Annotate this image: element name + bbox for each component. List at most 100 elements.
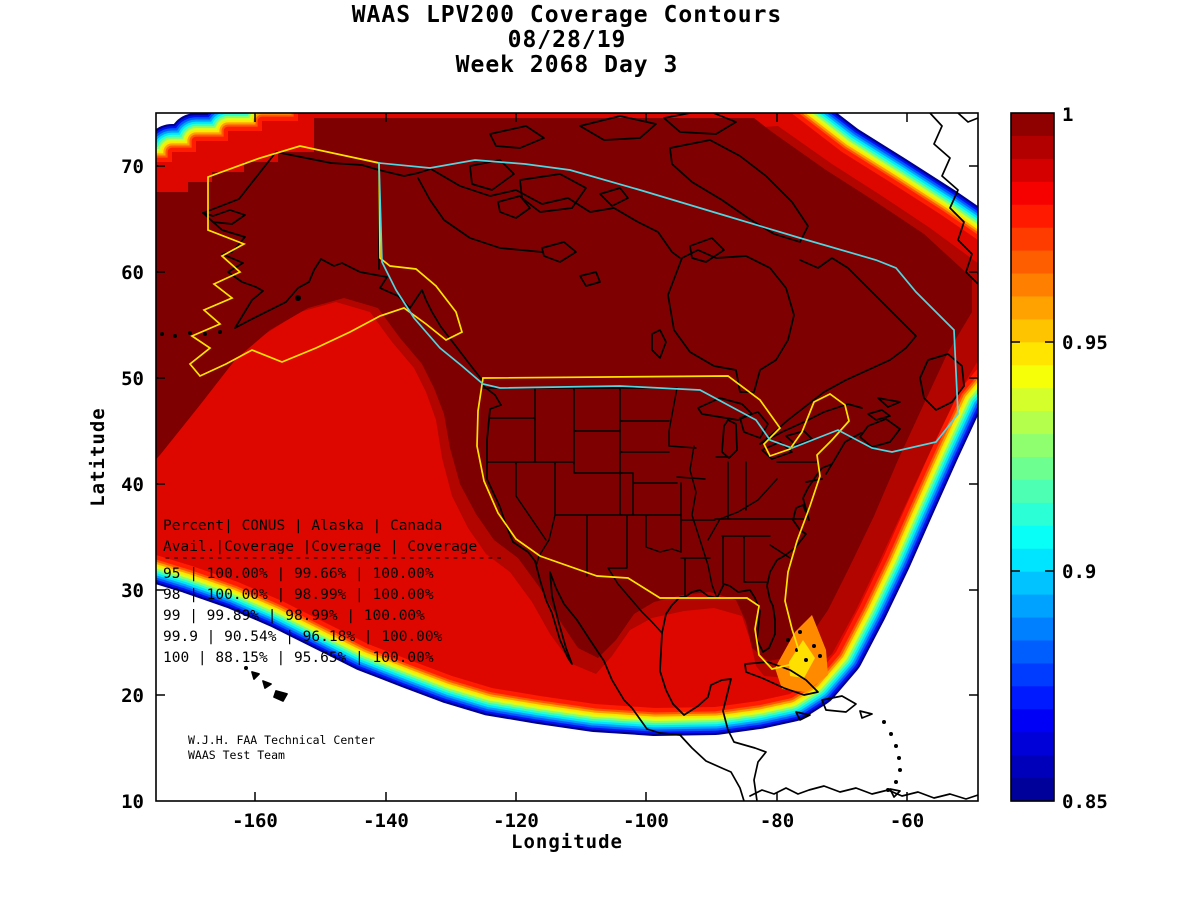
colorbar-step: [1011, 158, 1054, 183]
colorbar-step: [1011, 250, 1054, 275]
island-nova-scotia: [859, 418, 901, 448]
coastline-south-america: [749, 785, 978, 800]
colorbar-step: [1011, 709, 1054, 733]
small-island-dots: [160, 295, 902, 792]
colorbar-tick-label: 0.85: [1062, 791, 1108, 813]
canada-boundary: [378, 159, 959, 453]
island-hispaniola: [821, 695, 857, 713]
xtick-label: -160: [232, 810, 278, 832]
colorbar-frame: [1010, 112, 1055, 802]
credit-line1: W.J.H. FAA Technical Center: [188, 733, 375, 747]
figure-title-line3: Week 2068 Day 3: [456, 52, 679, 78]
island-melville: [489, 125, 545, 149]
xtick-label: -120: [493, 810, 539, 832]
ytick-label: 70: [121, 156, 144, 178]
colorbar-step: [1011, 525, 1054, 550]
lake-great-slave: [541, 241, 577, 263]
colorbar-step: [1011, 296, 1054, 320]
island-cuba: [744, 661, 819, 696]
colorbar-step: [1011, 663, 1054, 687]
coverage-table-line: 95 | 100.00% | 99.66% | 100.00%: [163, 566, 434, 582]
colorbar-step: [1011, 594, 1054, 619]
colorbar-step: [1011, 411, 1054, 435]
coverage-contour-core: [156, 118, 972, 661]
alaska-boundary: [188, 145, 464, 378]
coastline-gulf-east: [661, 432, 862, 653]
ytick-label: 30: [121, 580, 144, 602]
coastline-hudson-bay: [667, 249, 795, 393]
coastline-alaska-arctic: [202, 151, 681, 259]
island-puerto-rico: [859, 710, 873, 719]
axes-frame: [155, 112, 979, 802]
colorbar-step: [1011, 640, 1054, 664]
coverage-table: Percent| CONUS | Alaska | Canada Avail.|…: [163, 518, 503, 666]
coverage-table-line: 98 | 100.00% | 98.99% | 100.00%: [163, 587, 434, 603]
lake-great-bear: [497, 195, 531, 219]
colorbar-step: [1011, 548, 1054, 573]
xtick-label: -140: [363, 810, 409, 832]
coverage-table-line: Percent| CONUS | Alaska | Canada: [163, 518, 442, 534]
islands-hawaii: [251, 671, 288, 702]
coverage-table-line: Avail.|Coverage |Coverage | Coverage: [163, 539, 477, 555]
ytick-label: 50: [121, 368, 144, 390]
colorbar-tick-marks: [1011, 341, 1054, 572]
colorbar-tick-label: 0.95: [1062, 332, 1108, 354]
colorbar-step: [1011, 617, 1054, 642]
colorbar-step: [1011, 434, 1054, 458]
coastline-alaska-west: [202, 212, 745, 801]
colorbar-step: [1011, 479, 1054, 504]
colorbar-tick-label: 0.9: [1062, 561, 1096, 583]
coverage-table-line: 99 | 99.89% | 98.99% | 100.00%: [163, 608, 425, 624]
lake-athabasca: [579, 271, 601, 287]
colorbar-step: [1011, 686, 1054, 710]
lake-ontario: [785, 430, 813, 446]
coastline-seward: [202, 209, 246, 225]
island-pei: [867, 409, 891, 421]
island-king-william: [599, 187, 629, 207]
colorbar-step: [1011, 457, 1054, 481]
xtick-label: -100: [623, 810, 669, 832]
colorbar-step: [1011, 204, 1054, 229]
island-jamaica: [795, 711, 811, 721]
figure-title-line2: 08/28/19: [508, 27, 627, 53]
tick-marks: [156, 113, 978, 801]
credit-line2: WAAS Test Team: [188, 748, 285, 762]
colorbar-step: [1011, 342, 1054, 366]
coverage-table-separator: ---------------------------------------: [163, 550, 503, 566]
coastline-greenland-east: [957, 113, 978, 123]
colorbar-step: [1011, 388, 1054, 412]
coastline-greenland: [929, 113, 978, 285]
colorbar-step: [1011, 113, 1054, 137]
colorbar-step: [1011, 778, 1054, 802]
map-area: [156, 113, 978, 801]
lake-erie: [761, 441, 793, 460]
colorbar-step: [1011, 135, 1054, 160]
us-state-borders: [482, 387, 819, 634]
coastline-gaspe: [759, 403, 863, 445]
x-axis-label: Longitude: [511, 831, 623, 853]
ytick-label: 10: [121, 791, 144, 813]
figure-title-line1: WAAS LPV200 Coverage Contours: [352, 2, 783, 28]
colorbar-step: [1011, 273, 1054, 298]
coastline-mexico-central-america: [659, 632, 767, 801]
colorbar-step: [1011, 755, 1054, 779]
coverage-table-line: 99.9 | 90.54% | 96.18% | 100.00%: [163, 629, 443, 645]
colorbar-step: [1011, 319, 1054, 343]
credit-block: W.J.H. FAA Technical Center WAAS Test Te…: [188, 733, 375, 762]
coverage-table-line: 100 | 88.15% | 95.65% | 100.00%: [163, 650, 434, 666]
mackenzie-river: [417, 177, 543, 253]
lake-michigan: [721, 419, 738, 459]
y-axis-label: Latitude: [87, 407, 109, 507]
island-devon: [579, 115, 657, 141]
island-newfoundland: [919, 353, 965, 411]
xtick-label: -60: [890, 810, 924, 832]
colorbar-step: [1011, 502, 1054, 527]
colorbar-step: [1011, 227, 1054, 252]
xtick-label: -80: [760, 810, 794, 832]
island-baffin: [669, 139, 809, 243]
colorbar-step: [1011, 571, 1054, 596]
ytick-label: 60: [121, 262, 144, 284]
island-ellesmere: [663, 113, 737, 135]
